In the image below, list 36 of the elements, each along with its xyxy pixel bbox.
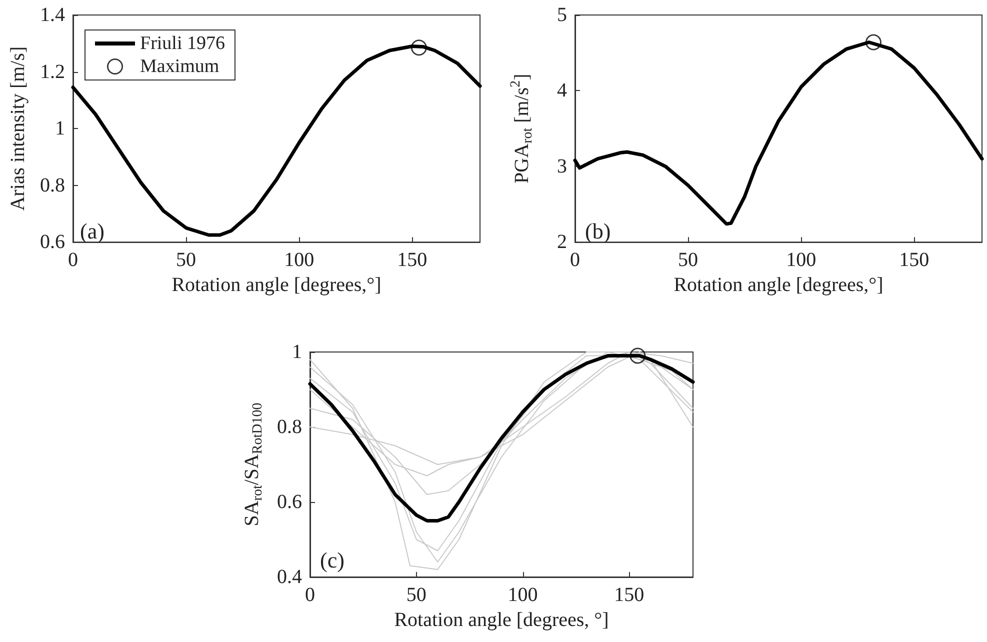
- x-tick-label: 0: [68, 249, 78, 272]
- y-axis-title: Arias intensity [m/s]: [7, 46, 29, 211]
- y-tick-label: 3: [557, 155, 567, 178]
- x-tick-label: 100: [508, 584, 538, 606]
- y-tick-label: 4: [557, 80, 567, 102]
- legend-label: Maximum: [140, 56, 220, 77]
- x-tick-label: 150: [899, 249, 930, 272]
- y-tick-label: 0.4: [277, 566, 302, 588]
- x-axis-title: Rotation angle [degrees,°]: [172, 274, 382, 296]
- x-axis-title: Rotation angle [degrees,°]: [674, 274, 884, 296]
- x-tick-label: 150: [397, 249, 428, 272]
- x-tick-label: 50: [176, 249, 196, 272]
- x-tick-label: 0: [305, 584, 315, 606]
- x-tick-label: 50: [678, 249, 698, 272]
- y-tick-label: 2: [557, 231, 567, 254]
- annotation: (c): [320, 548, 344, 572]
- y-tick-label: 1: [55, 118, 65, 140]
- x-tick-label: 50: [406, 584, 426, 606]
- y-axis-title: SArot/SARotD100: [241, 402, 266, 526]
- x-tick-label: 100: [786, 249, 816, 272]
- y-tick-label: 0.6: [277, 491, 302, 513]
- x-tick-label: 0: [570, 249, 580, 272]
- y-tick-label: 1: [292, 341, 302, 363]
- y-tick-label: 0.8: [40, 174, 65, 196]
- y-tick-label: 5: [557, 4, 567, 26]
- y-tick-label: 1.2: [40, 60, 65, 83]
- x-tick-label: 100: [284, 249, 314, 272]
- y-tick-label: 0.6: [40, 231, 65, 254]
- y-tick-label: 0.8: [277, 416, 302, 438]
- legend-label: Friuli 1976: [140, 33, 225, 54]
- x-tick-label: 150: [614, 584, 644, 606]
- x-axis-title: Rotation angle [degrees, °]: [394, 608, 609, 631]
- annotation: (b): [585, 218, 611, 244]
- y-axis-title: PGArot [m/s2]: [508, 74, 536, 184]
- y-tick-label: 1.4: [40, 4, 65, 26]
- annotation: (a): [80, 218, 104, 244]
